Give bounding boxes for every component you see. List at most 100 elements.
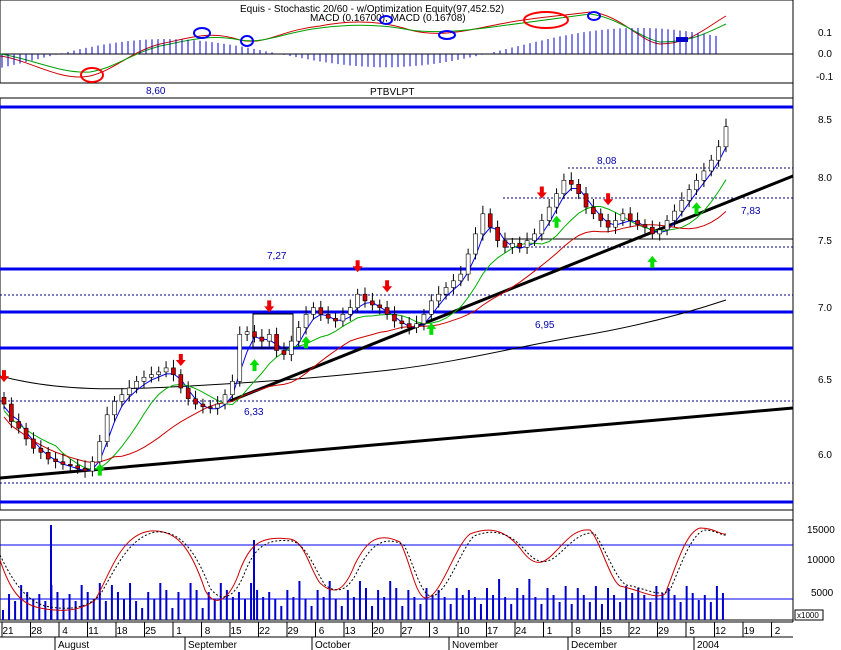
candle-body (679, 200, 685, 212)
volume-scale-label: x1000 (797, 611, 819, 620)
x-axis-day-labels: 21 28 4 11 18 25 1 8 15 22 29 6 13 20 27 3 10 17 24 1 8 15 22 2… (1, 622, 781, 637)
macd-tick-label: -0.1 (816, 72, 834, 83)
candle-body (112, 401, 117, 416)
candle-body (274, 334, 279, 351)
candle-body (222, 394, 228, 405)
candle-body (104, 414, 110, 442)
buy-arrow (551, 215, 562, 228)
candle-body (708, 159, 714, 172)
x-day-label: 6 (319, 626, 325, 637)
buy-arrow (249, 359, 260, 372)
candle-body (642, 224, 648, 228)
candle-body (289, 340, 294, 355)
ma-mid-green (3, 179, 727, 471)
x-day-label: 22 (629, 626, 641, 637)
candle-body (97, 441, 103, 463)
price-tick-label: 6.5 (818, 375, 832, 386)
sell-arrow (536, 186, 547, 199)
x-month-label: November (452, 640, 499, 650)
candle-body (510, 242, 515, 248)
candle-body (650, 226, 655, 235)
x-day-label: 1 (176, 626, 182, 637)
price-tick-label: 7.5 (818, 236, 832, 247)
price-tick-label: 8.0 (818, 173, 832, 184)
candle-body (664, 220, 670, 231)
marker-blue-bar (676, 37, 688, 42)
candle-body (451, 280, 456, 288)
marker-circle-blue (240, 35, 254, 47)
x-day-label: 15 (230, 626, 242, 637)
x-day-label: 29 (287, 626, 299, 637)
candle-body (554, 193, 559, 208)
candle-body (406, 323, 412, 328)
candle-body (259, 336, 265, 342)
candle-body (325, 313, 331, 319)
trendline-short (229, 174, 794, 403)
x-day-label: 17 (487, 626, 499, 637)
x-day-label: 21 (2, 626, 14, 637)
macd-legend-values: MACD (0.16700), MACD (0.16708) (310, 13, 466, 24)
chart-symbol-title: PTBVLPT (370, 87, 414, 98)
candle-body (45, 452, 51, 460)
candle-body (156, 371, 162, 375)
marker-circle-blue (193, 27, 211, 39)
buy-arrow (691, 202, 702, 215)
candle-body (421, 313, 427, 324)
consolidation-box (252, 313, 294, 349)
x-day-label: 8 (205, 626, 211, 637)
macd-markers (80, 11, 688, 83)
candle-body (429, 300, 434, 315)
sell-arrow (0, 370, 9, 383)
signal-arrows (0, 186, 702, 476)
candle-body (657, 229, 662, 235)
x-day-label: 2 (775, 626, 781, 637)
candle-body (613, 220, 618, 228)
price-tick-label: 7.0 (818, 303, 832, 314)
candle-body (9, 403, 14, 422)
candle-body (266, 334, 272, 342)
x-day-label: 12 (715, 626, 727, 637)
candle-body (576, 184, 581, 195)
level-label-8-08: 8,08 (597, 156, 617, 167)
candle-body (414, 323, 419, 328)
candle-body (340, 313, 346, 322)
candle-body (694, 180, 699, 190)
stochastic-k-red (0, 527, 727, 611)
volume-y-axis: 15000 10000 5000 (807, 525, 835, 599)
candle-body (561, 180, 567, 195)
x-day-label: 24 (515, 626, 527, 637)
candle-body (134, 380, 139, 389)
buy-arrow (94, 463, 105, 476)
candle-body (399, 320, 405, 324)
buy-arrow (301, 336, 312, 349)
candle-body (384, 307, 390, 315)
x-day-label: 15 (601, 626, 613, 637)
x-day-label: 10 (458, 626, 470, 637)
sell-arrow (175, 354, 186, 366)
macd-histogram (1, 27, 717, 68)
macd-legend-title: Equis - Stochastic 20/60 - w/Optimizatio… (240, 4, 504, 15)
candle-body (185, 387, 191, 400)
candle-body (362, 293, 368, 302)
candle-body (347, 307, 353, 315)
marker-circle-red (80, 67, 104, 83)
price-panel-frame (0, 97, 794, 511)
sell-arrow (352, 260, 363, 273)
candle-body (296, 327, 301, 342)
x-day-label: 8 (575, 626, 581, 637)
candle-body (355, 293, 360, 308)
candle-body (31, 438, 36, 449)
candle-body (701, 170, 707, 181)
price-y-axis: 8.5 8.0 7.5 7.0 6.5 6.0 (818, 115, 832, 461)
candle-body (473, 233, 478, 255)
candle-body (16, 421, 22, 429)
candle-body (207, 406, 213, 409)
x-month-label: October (315, 640, 351, 650)
x-day-label: 22 (259, 626, 271, 637)
candle-body (605, 220, 611, 228)
marker-circle-blue (379, 15, 393, 25)
candle-body (193, 398, 198, 405)
x-month-label: December (571, 640, 618, 650)
candle-body (82, 468, 88, 472)
candle-body (90, 461, 95, 472)
